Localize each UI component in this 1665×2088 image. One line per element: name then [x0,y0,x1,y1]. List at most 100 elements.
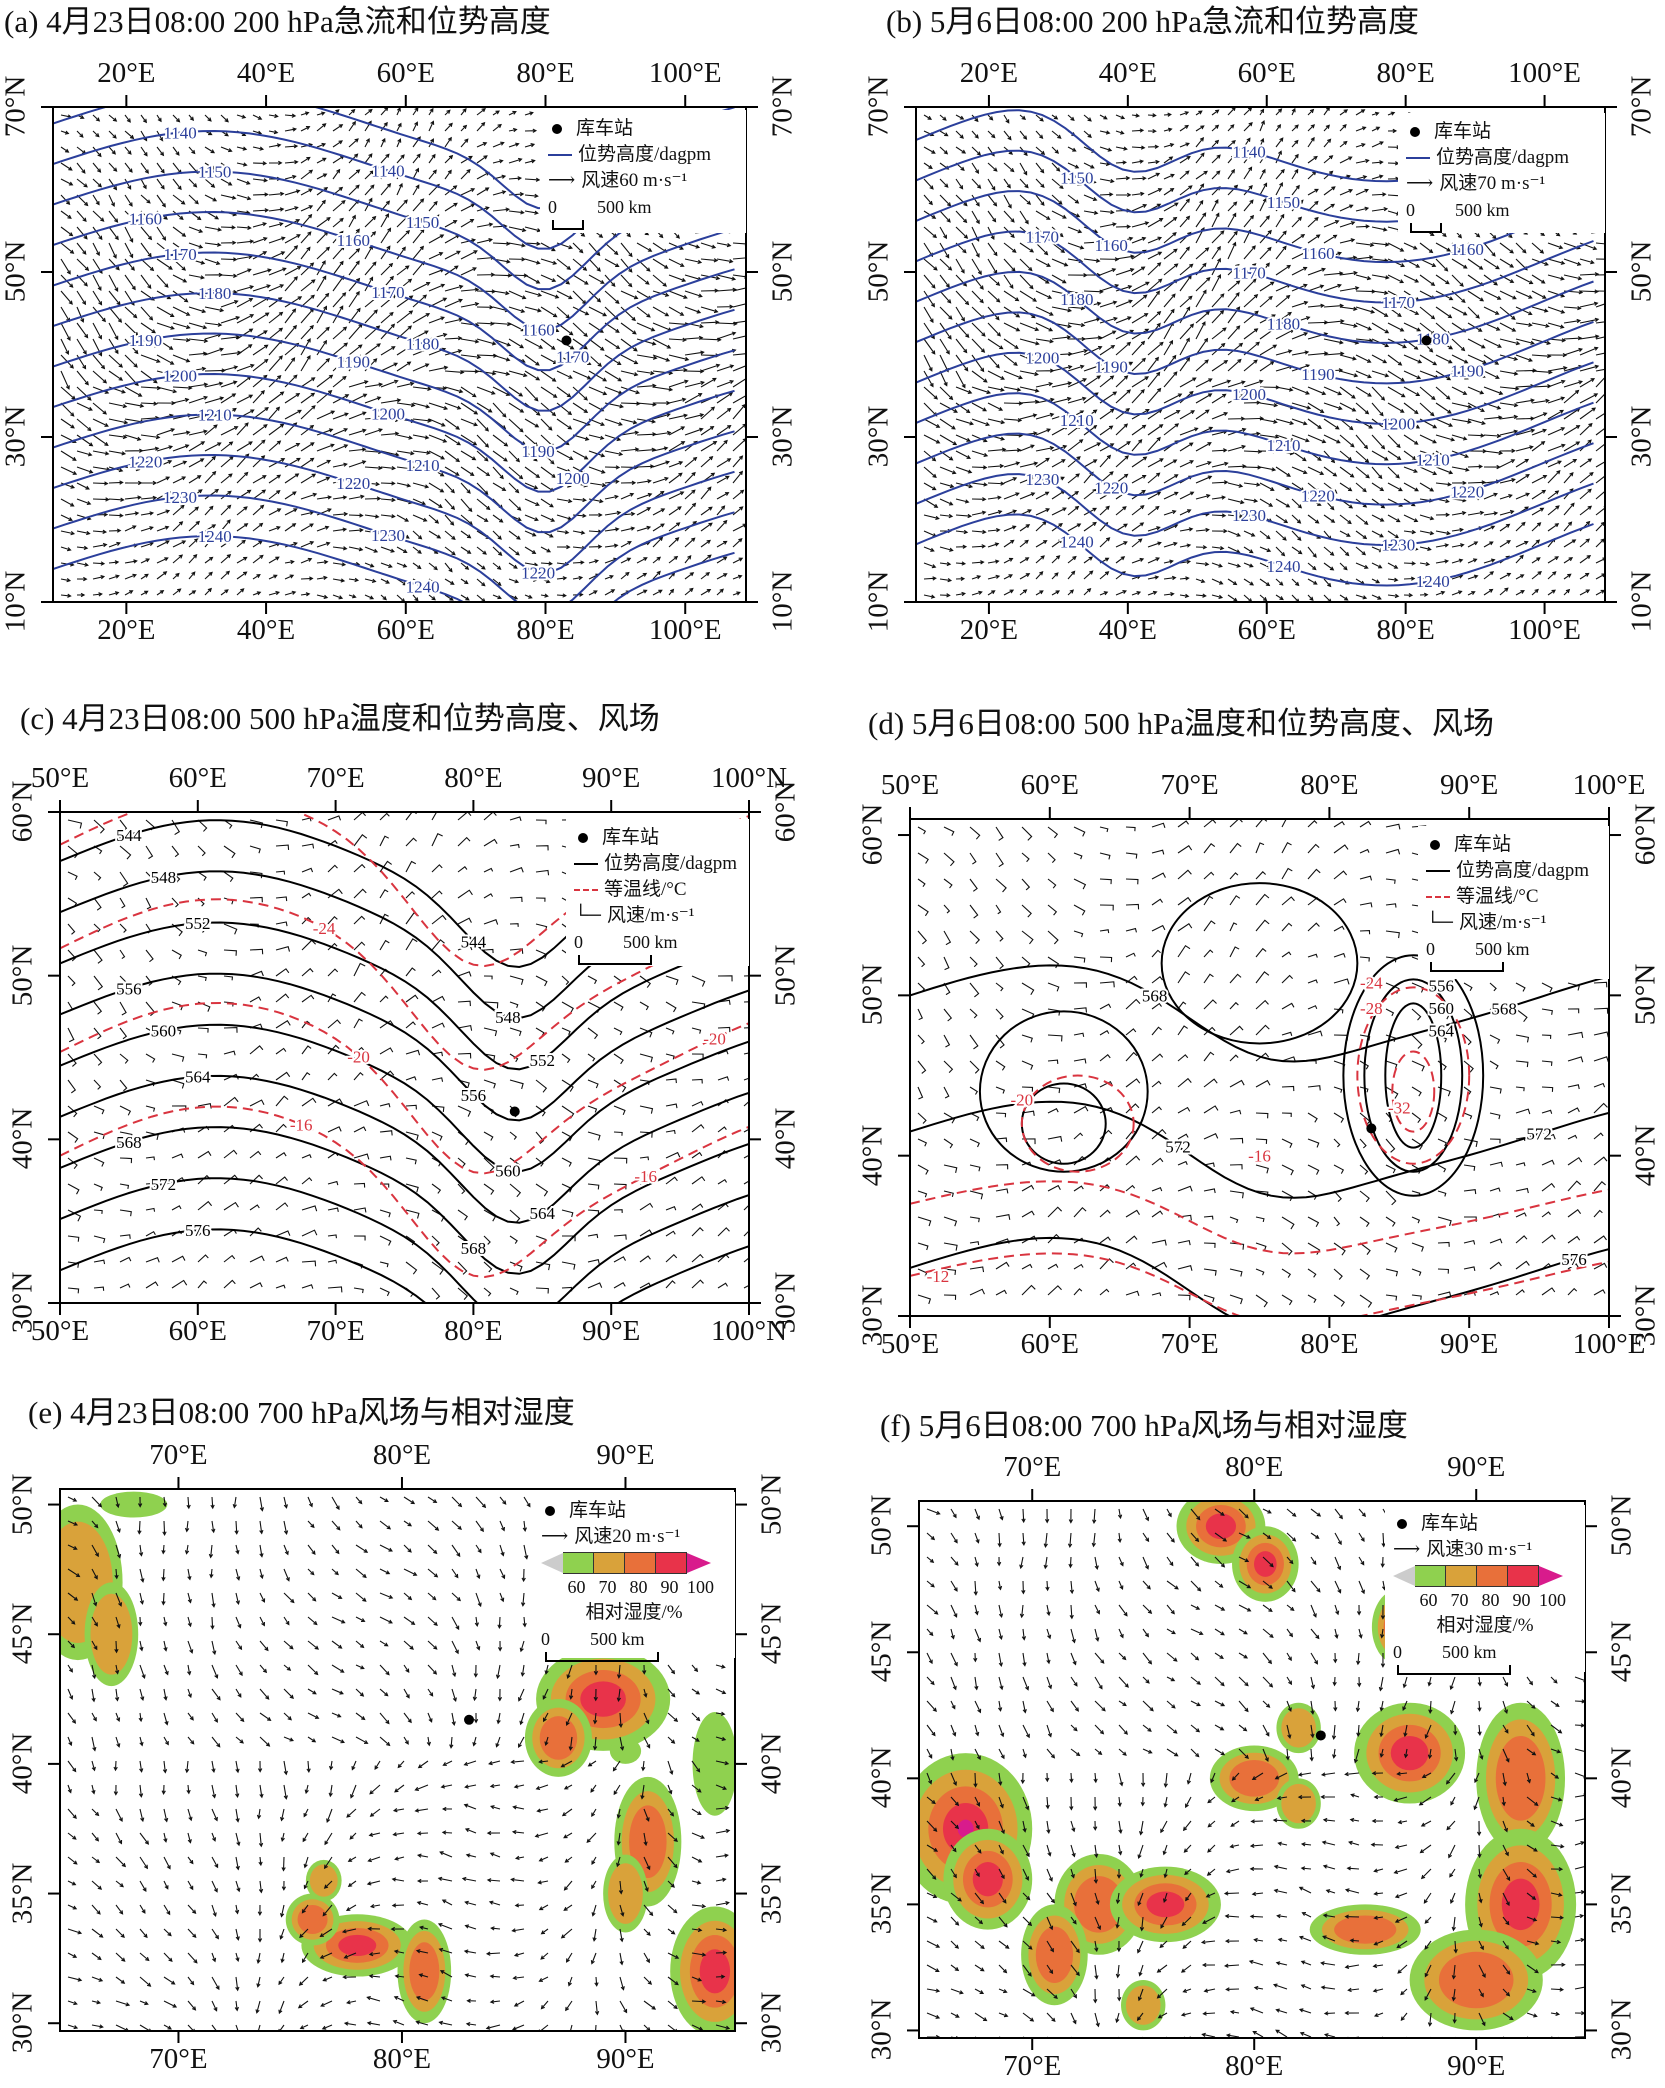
wind-barb-icon: └─ [1426,912,1453,933]
lat-tick-right: 30°N [1629,1284,1662,1347]
scale-bar-line [545,1652,659,1662]
scale-bar: 0 500 km [548,194,738,220]
lon-tick-top: 70°E [1160,769,1219,801]
contour-label: 1190 [337,353,370,372]
lon-tick-top: 60°E [1020,769,1079,801]
lon-tick-bottom: 100°E [648,614,722,646]
lat-tick-left: 30°N [6,1271,39,1334]
lat-tick-right: 10°N [766,570,799,633]
contour-label: 564 [530,1204,556,1223]
isotherm-label: -16 [290,1115,313,1134]
scale-bar: 0 500 km [1393,1639,1577,1665]
lon-tick-top: 100°E [1572,769,1646,801]
contour-1180 [53,291,735,412]
lat-tick-left: 40°N [6,1732,39,1795]
contour-1220 [53,453,735,574]
lat-tick-right: 45°N [755,1602,788,1665]
lon-tick-bottom: 100°N [710,1315,788,1347]
legend-height-label: 位势高度/dagpm [1436,147,1569,168]
lon-tick-bottom: 90°E [596,2043,655,2075]
contour-1190 [53,332,735,453]
scale-start: 0 [1406,200,1415,220]
station-dot-icon [578,833,588,843]
lon-tick-top: 100°E [648,57,722,89]
legend-station-label: 库车站 [1434,121,1492,142]
contour-label: 1160 [1451,240,1484,259]
contour-label: 552 [185,914,211,933]
contour-label: 1180 [198,284,231,303]
contour-label: 1190 [1451,361,1484,380]
contour-label: 1200 [1232,385,1266,404]
colorbar-label: 相对湿度/% [585,1602,683,1623]
isotherm-label: -16 [634,1167,657,1186]
isotherm-label: -20 [1011,1091,1034,1110]
lat-tick-right: 50°N [755,1473,788,1535]
lon-tick-bottom: 20°E [97,614,156,646]
legend-station-label: 库车站 [1454,834,1512,855]
lat-tick-right: 35°N [755,1862,788,1924]
lat-tick-left: 30°N [0,405,32,468]
lon-tick-top: 90°E [1440,769,1499,801]
map-frame [915,106,1606,603]
lon-tick-top: 80°E [372,1439,432,1471]
scale-bar: 0 500 km [541,1626,727,1652]
lat-tick-right: 30°N [1605,1999,1638,2061]
contour-label: 1230 [1025,470,1059,489]
lon-tick-bottom: 40°E [1098,614,1157,646]
lat-tick-right: 50°N [1625,240,1658,303]
contour-572 [60,1177,749,1303]
lat-tick-left: 40°N [6,1108,39,1170]
legend-station-label: 库车站 [602,827,660,848]
panel-title-f: (f) 5月6日08:00 700 hPa风场与相对湿度 [880,1408,1408,1443]
station-dot-icon [552,124,562,134]
lat-tick-right: 40°N [1629,1124,1662,1186]
scale-start: 0 [541,1629,550,1649]
lat-tick-left: 45°N [6,1602,39,1665]
lon-tick-bottom: 80°E [1376,614,1435,646]
contour-label: 1180 [1416,329,1449,348]
contour-label: 1170 [1026,227,1059,246]
wind-vectors [926,1508,1585,2038]
lat-tick-left: 50°N [865,1494,898,1557]
contour-1240 [53,534,735,602]
lon-tick-top: 80°E [516,57,575,89]
lat-tick-right: 70°N [766,75,799,138]
contour-label: 1240 [1266,557,1300,576]
contour-label: 1240 [198,527,232,546]
legend-height: 位势高度/dagpm [574,851,741,877]
map-frame [909,818,1610,1317]
panel-title-d: (d) 5月6日08:00 500 hPa温度和位势高度、风场 [868,706,1495,741]
lat-tick-right: 50°N [769,944,802,1006]
scale-bar: 0 500 km [1406,197,1597,223]
contour--20 [60,1001,749,1175]
legend-f: 库车站 ⟶ 风速30 m·s⁻¹ 60 70 80 90 100 相对湿度/% 0 500 km [1385,1505,1585,1675]
dashed-line-icon [1426,896,1450,898]
lat-tick-right: 30°N [766,405,799,468]
contour-1200 [916,351,1594,425]
contour-label: 576 [185,1221,211,1240]
lon-tick-top: 90°E [1447,1451,1506,1483]
lon-tick-bottom: 70°E [306,1315,365,1347]
legend-b: 库车站 位势高度/dagpm ⟶ 风速70 m·s⁻¹ 0 500 km [1398,113,1605,233]
contour-line-icon [548,154,572,156]
lat-tick-left: 45°N [865,1621,898,1683]
lat-tick-right: 70°N [1625,75,1658,138]
legend-c: 库车站 位势高度/dagpm 等温线/°C └─ 风速/m·s⁻¹ 0 500 km [566,819,749,966]
colorbar-right-arrow-icon [1539,1566,1563,1586]
legend-station: 库车站 [1393,1511,1577,1537]
lat-tick-left: 30°N [856,1284,889,1347]
kuqa-station-marker [561,335,572,346]
contour-label: 1140 [163,124,196,143]
legend-station: 库车站 [1406,119,1597,145]
isotherm-label: -20 [347,1047,370,1066]
legend-isotherm-label: 等温线/°C [1456,886,1539,907]
lon-tick-bottom: 70°E [149,2043,208,2075]
contour--16 [60,1105,749,1279]
lon-tick-bottom: 80°E [1225,2050,1284,2082]
kuqa-station-marker [1366,1123,1377,1134]
contour-1240 [916,513,1594,587]
contour-label: 1200 [371,405,405,424]
legend-wind: └─ 风速/m·s⁻¹ [574,903,741,929]
contour-label: 1210 [198,406,232,425]
lat-tick-right: 60°N [769,780,802,843]
